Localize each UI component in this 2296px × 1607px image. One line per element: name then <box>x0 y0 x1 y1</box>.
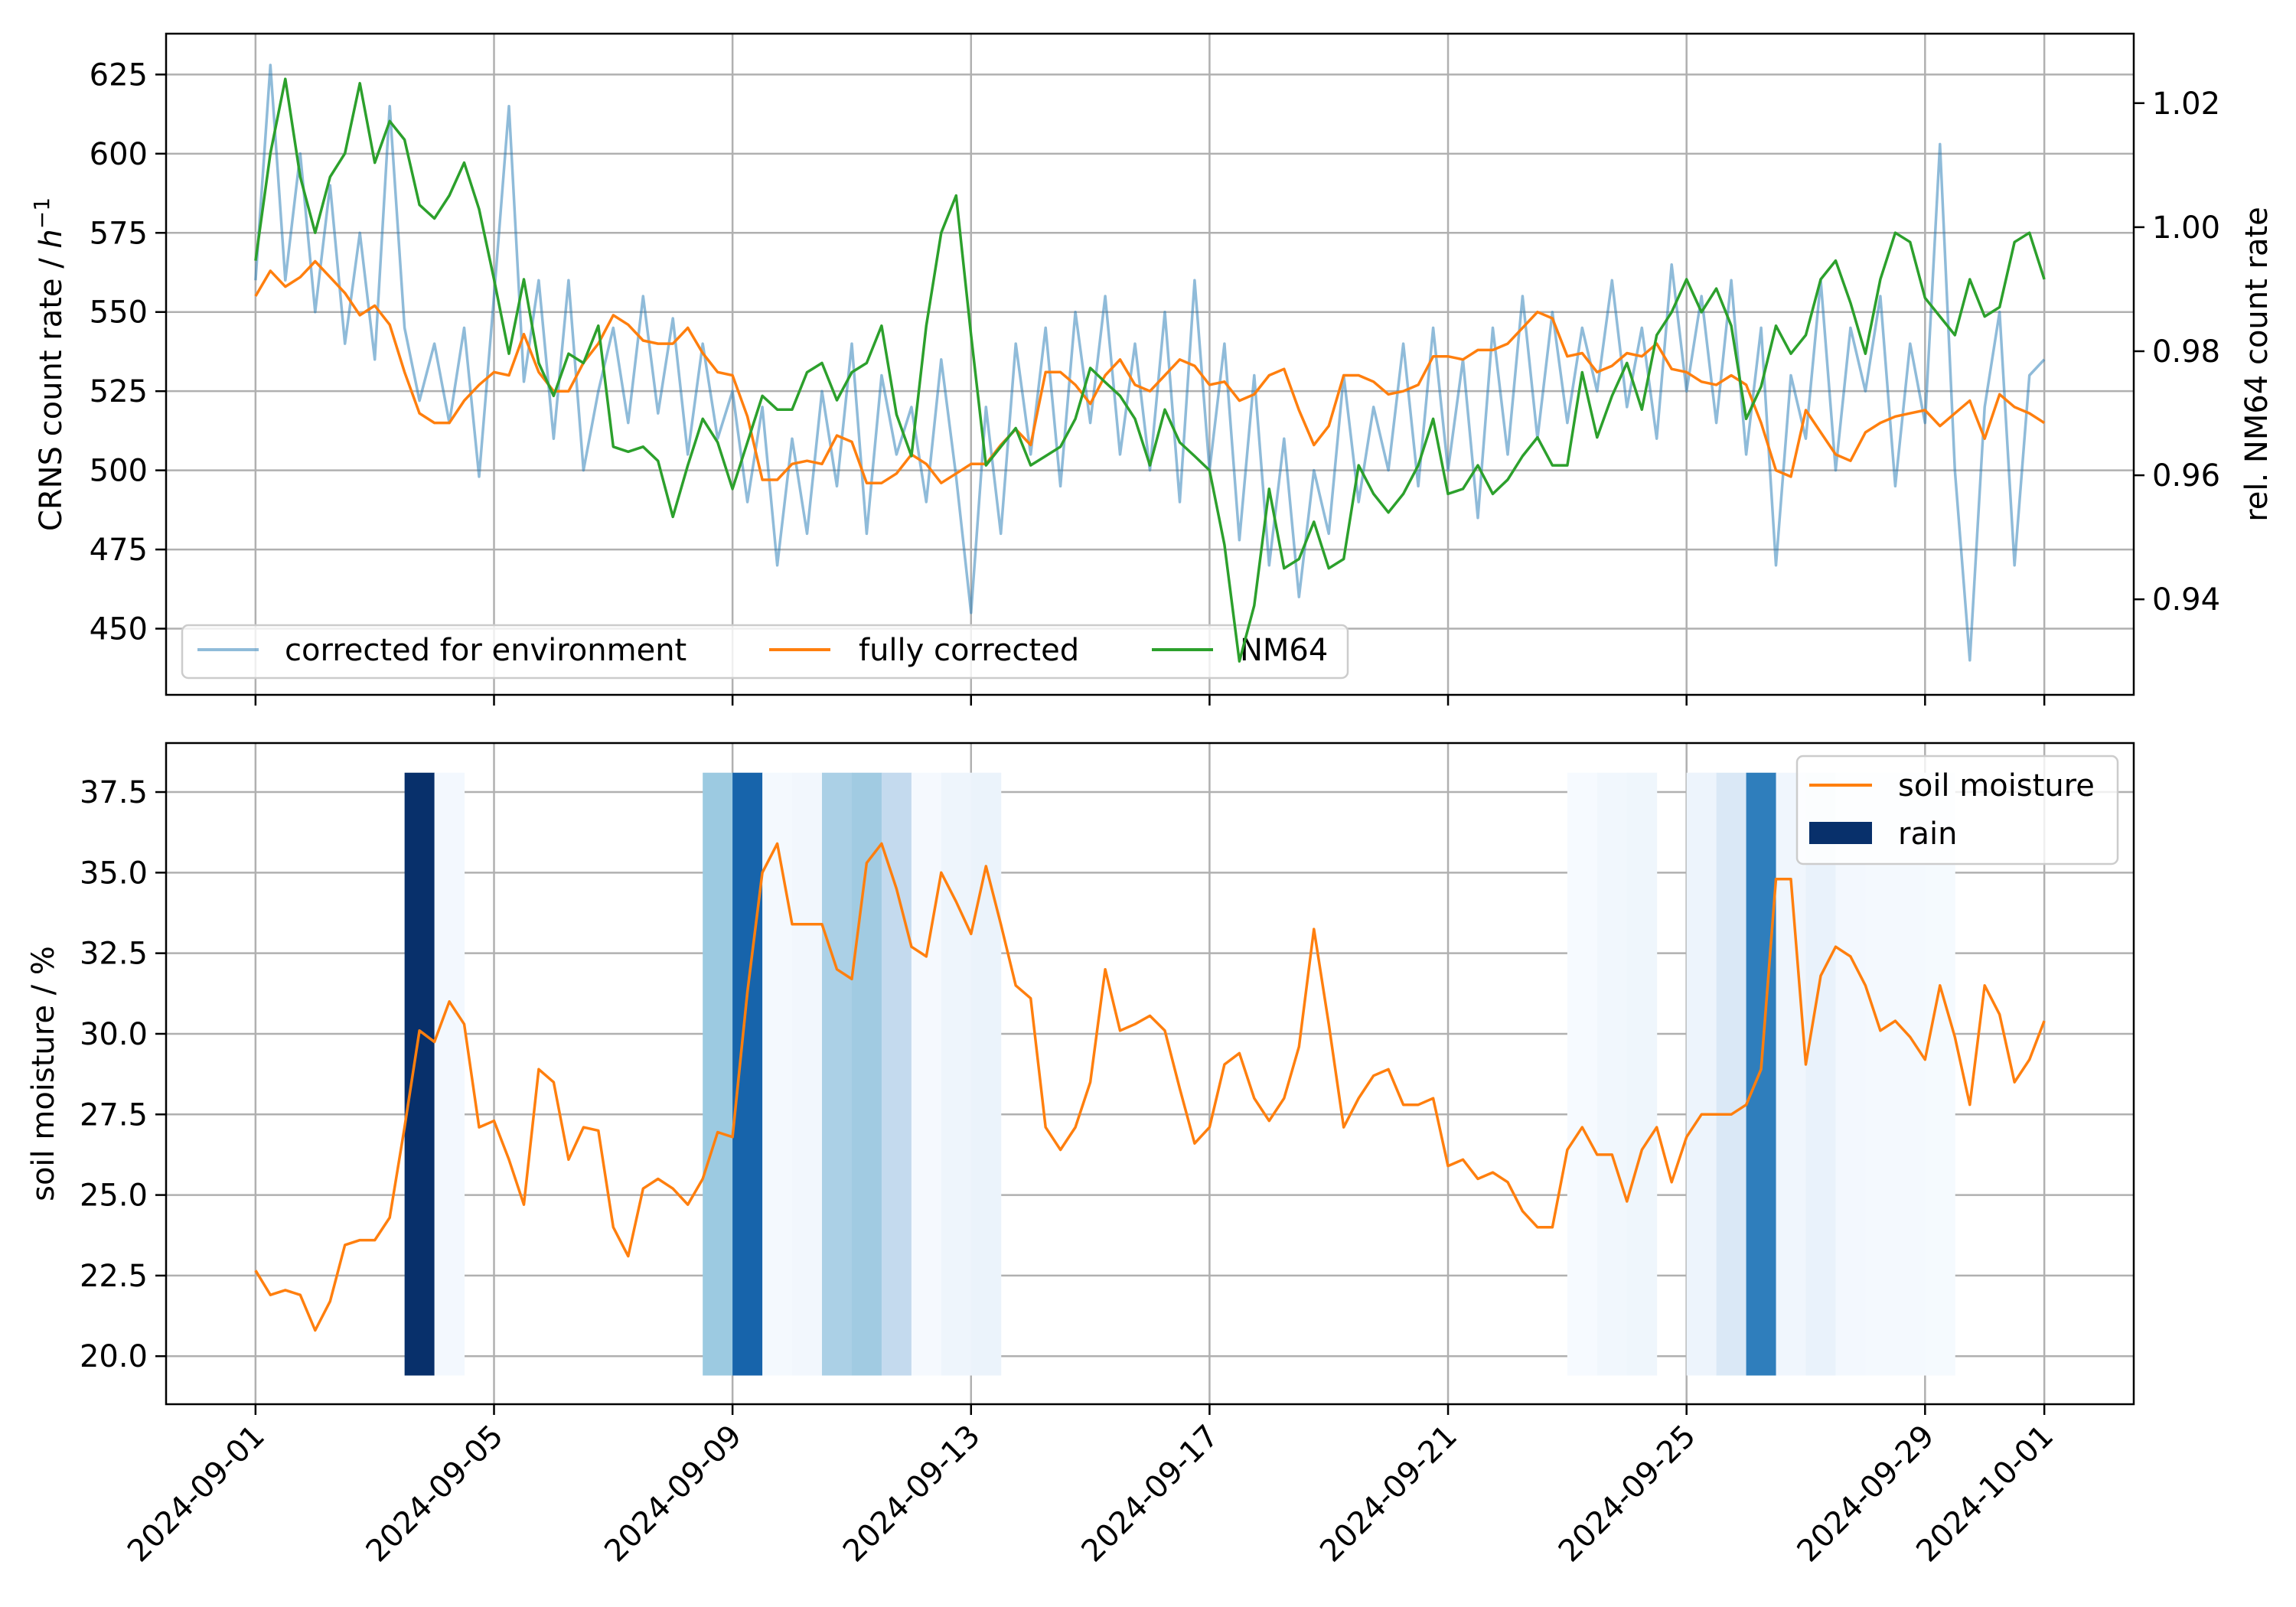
rain-bar <box>1865 772 1896 1376</box>
legend-label-environment: corrected for environment <box>285 633 687 668</box>
y-tick-label: 20.0 <box>80 1339 148 1374</box>
y-tick-label: 32.5 <box>80 937 148 972</box>
series-nm64 <box>254 77 2046 663</box>
y-tick-label: 600 <box>90 137 148 172</box>
y-tick-label: 37.5 <box>80 775 148 810</box>
rain-bar <box>732 772 763 1376</box>
top-axes-frame <box>165 32 2135 696</box>
rain-bar <box>1895 772 1926 1376</box>
y-tick-label: 25.0 <box>80 1178 148 1214</box>
top-panel: corrected for environment fully correcte… <box>29 32 2275 706</box>
series-corrected-for-environment <box>254 64 2046 662</box>
y-tick-label: 35.0 <box>80 856 148 891</box>
rain-bar <box>1835 772 1866 1376</box>
rain-bar <box>970 772 1002 1376</box>
right-y-tick-label: 0.98 <box>2152 334 2220 370</box>
top-right-series <box>254 77 2046 663</box>
top-right-y-axis-label: rel. NM64 count rate <box>2239 207 2275 522</box>
right-y-tick-label: 0.94 <box>2152 582 2220 618</box>
series-soil-moisture <box>254 842 2046 1332</box>
rain-bar <box>1567 772 1598 1376</box>
rain-bar <box>851 772 882 1376</box>
top-ticks: 450 475 500 525 550 575 600 625 0.94 0.96 0.98 1.00… <box>90 57 2220 706</box>
rain-bar <box>1596 772 1628 1376</box>
rain-bar <box>1805 772 1836 1376</box>
rain-bar <box>762 772 793 1376</box>
ylabel-unit-exponent: −1 <box>29 197 54 229</box>
legend-swatch-rain <box>1809 822 1872 844</box>
bottom-y-axis-label: soil moisture / % <box>26 946 61 1201</box>
rain-bar <box>1746 772 1777 1376</box>
rain-bar <box>822 772 853 1376</box>
rain-bar <box>434 772 465 1376</box>
legend-label-nm64: NM64 <box>1240 633 1328 668</box>
y-tick-label: 30.0 <box>80 1017 148 1052</box>
rain-bar <box>1925 772 1955 1376</box>
rain-bars <box>404 772 1955 1376</box>
bottom-axes-frame <box>165 742 2135 1406</box>
rain-bar <box>1626 772 1658 1376</box>
y-tick-label: 625 <box>90 57 148 93</box>
rain-bar <box>1776 772 1806 1376</box>
rain-bar <box>941 772 972 1376</box>
y-tick-label: 500 <box>90 454 148 489</box>
rain-bar <box>911 772 942 1376</box>
y-tick-label: 475 <box>90 533 148 568</box>
legend-frame <box>181 624 1349 680</box>
right-y-tick-label: 1.02 <box>2152 86 2220 122</box>
ylabel-unit: h <box>34 229 69 248</box>
y-tick-label: 550 <box>90 295 148 331</box>
top-left-y-axis-label: CRNS count rate / h−1 <box>29 197 69 531</box>
rain-bar <box>1716 772 1747 1376</box>
y-tick-label: 450 <box>90 612 148 647</box>
rain-bar <box>1686 772 1717 1376</box>
right-y-tick-label: 0.96 <box>2152 458 2220 494</box>
y-tick-label: 525 <box>90 374 148 409</box>
y-tick-label: 575 <box>90 216 148 251</box>
rain-bar <box>703 772 733 1376</box>
right-y-tick-label: 1.00 <box>2152 210 2220 246</box>
rain-bar <box>404 772 435 1376</box>
y-tick-label: 22.5 <box>80 1259 148 1294</box>
rain-bar <box>792 772 823 1376</box>
ylabel-text: CRNS count rate / <box>34 249 69 531</box>
legend-label-rain: rain <box>1898 817 1957 852</box>
top-legend: corrected for environment fully correcte… <box>181 624 1349 680</box>
bottom-legend: soil moisture rain <box>1795 755 2119 865</box>
bottom-series <box>254 842 2046 1332</box>
legend-label-fully-corrected: fully corrected <box>859 633 1079 668</box>
bottom-panel: 2024-09-01 2024-09-05 2024-09-09 2024-09-13… <box>26 742 2135 1569</box>
legend-frame <box>1795 755 2119 865</box>
y-tick-label: 27.5 <box>80 1097 148 1133</box>
legend-label-soil-moisture: soil moisture <box>1898 768 2095 804</box>
top-left-series <box>254 64 2046 662</box>
rain-bar <box>881 772 912 1376</box>
